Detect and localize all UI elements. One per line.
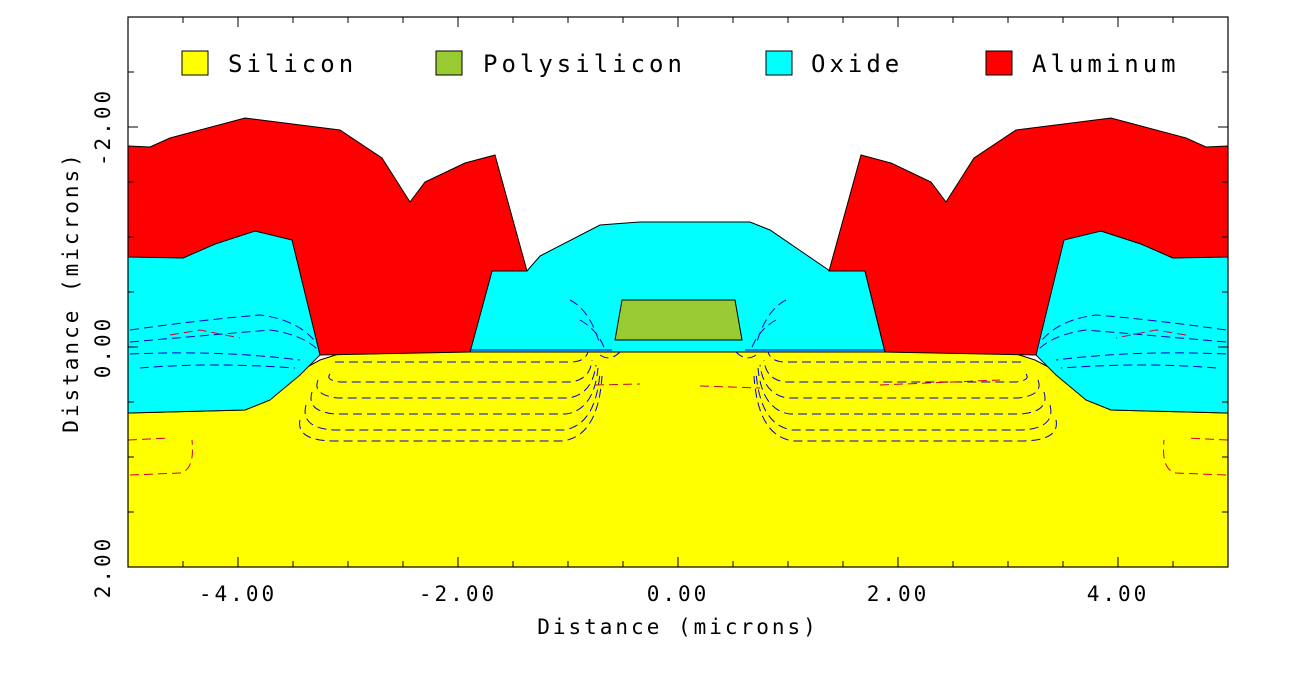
doping-contours (128, 299, 1228, 476)
legend-item-polysilicon: Polysilicon (435, 50, 686, 78)
legend: Silicon Polysilicon Oxide Aluminum (181, 50, 1180, 78)
x-tick-label: -2.00 (419, 582, 497, 606)
x-axis-tick-labels: -4.00 -2.00 0.00 2.00 4.00 (199, 582, 1150, 606)
oxide-center-region (469, 221, 886, 353)
legend-item-aluminum: Aluminum (985, 50, 1180, 78)
y-tick-label: 0.00 (91, 316, 115, 379)
x-tick-label: 0.00 (647, 582, 710, 606)
x-tick-label: -4.00 (199, 582, 277, 606)
legend-label-oxide: Oxide (811, 50, 903, 78)
x-tick-label: 2.00 (867, 582, 930, 606)
y-tick-label: -2.00 (91, 88, 115, 166)
x-axis-title: Distance (microns) (537, 615, 819, 639)
legend-item-oxide: Oxide (765, 50, 903, 78)
legend-swatch-polysilicon (435, 50, 463, 76)
legend-label-silicon: Silicon (228, 50, 357, 78)
y-axis-ticks (128, 16, 1228, 568)
legend-item-silicon: Silicon (181, 50, 357, 78)
aluminum-right-region (828, 117, 1228, 356)
aluminum-left-region (128, 117, 528, 356)
legend-label-polysilicon: Polysilicon (483, 50, 686, 78)
legend-label-aluminum: Aluminum (1032, 50, 1180, 78)
legend-swatch-aluminum (985, 50, 1013, 76)
y-tick-label: 2.00 (91, 536, 115, 599)
legend-swatch-oxide (765, 50, 793, 76)
x-tick-label: 4.00 (1087, 582, 1150, 606)
silicon-region (128, 351, 1228, 567)
legend-swatch-silicon (181, 50, 209, 76)
polysilicon-gate (614, 299, 743, 341)
y-axis-tick-labels: -2.00 0.00 2.00 (91, 88, 115, 598)
x-axis-ticks (127, 17, 1229, 567)
y-axis-title: Distance (microns) (59, 151, 83, 433)
